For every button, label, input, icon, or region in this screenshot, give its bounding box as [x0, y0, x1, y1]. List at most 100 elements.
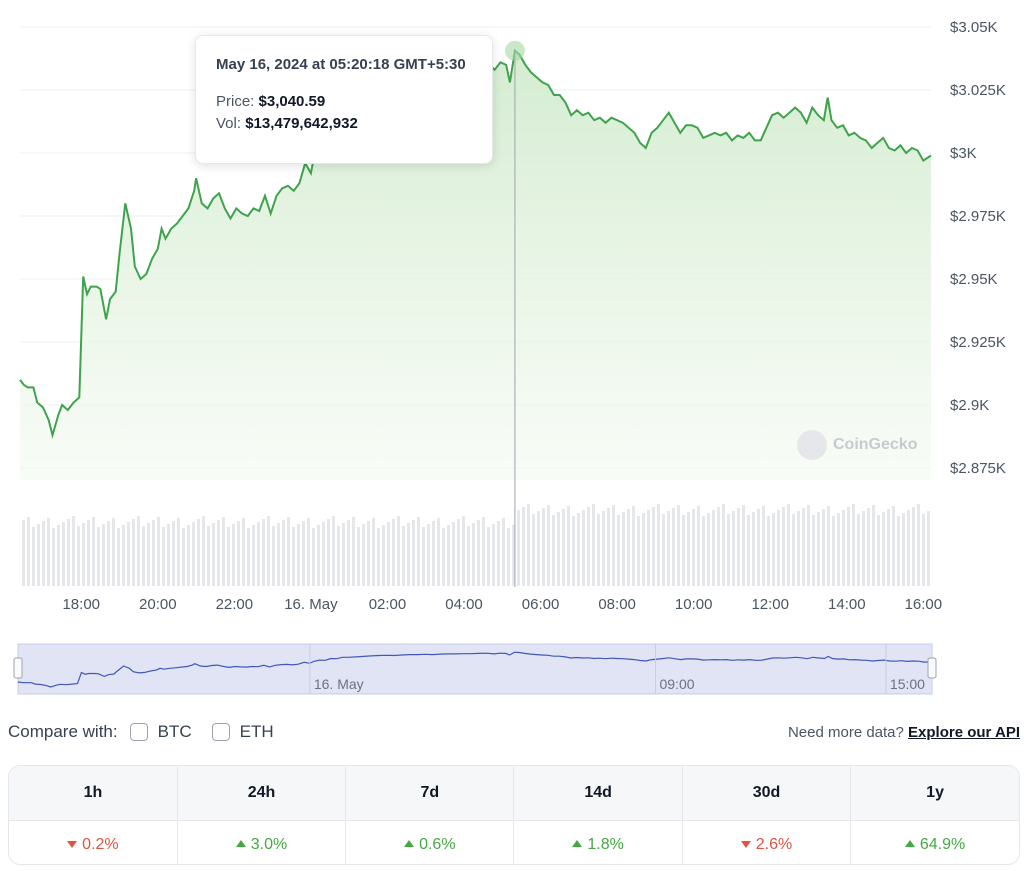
volume-bar [657, 504, 660, 586]
explore-api-link[interactable]: Explore our API [908, 724, 1020, 741]
volume-bar [552, 515, 555, 586]
caret-up-icon [904, 840, 915, 847]
volume-bar [157, 517, 160, 586]
navigator-handle-left[interactable] [13, 657, 23, 679]
navigator-window[interactable] [17, 643, 933, 695]
volume-bar [177, 518, 180, 586]
eth-checkbox[interactable] [211, 723, 230, 741]
volume-bar [822, 509, 825, 586]
y-tick-label: $2.9K [950, 397, 989, 414]
volume-bar [407, 523, 410, 586]
volume-bar [742, 505, 745, 586]
volume-bar [197, 519, 200, 586]
volume-bar [642, 513, 645, 586]
volume-bar [612, 505, 615, 586]
x-tick-label: 14:00 [828, 596, 866, 613]
header-7d: 7d [345, 766, 515, 821]
btc-checkbox[interactable] [129, 723, 148, 741]
volume-bar [882, 512, 885, 586]
volume-bar [617, 515, 620, 586]
volume-bar [292, 527, 295, 586]
y-tick-label: $2.875K [950, 460, 1006, 477]
volume-bar [587, 507, 590, 586]
volume-bar [107, 521, 110, 586]
volume-bar [42, 521, 45, 586]
volume-bar [792, 514, 795, 586]
volume-bar [307, 518, 310, 586]
volume-bar [797, 511, 800, 586]
volume-bar [72, 516, 75, 586]
x-tick-label: 10:00 [675, 596, 713, 613]
perf-value-24h: 3.0% [177, 820, 347, 864]
volume-bars [22, 504, 930, 586]
volume-bar [247, 528, 250, 586]
range-navigator[interactable]: 16. May 09:00 15:00 [13, 643, 937, 695]
volume-bar [802, 508, 805, 586]
volume-bar [732, 511, 735, 586]
volume-bar [287, 517, 290, 586]
compare-btc[interactable]: BTC [129, 722, 192, 742]
volume-bar [782, 507, 785, 586]
volume-bar [332, 516, 335, 586]
volume-bar [762, 506, 765, 586]
volume-bar [807, 505, 810, 586]
volume-bar [297, 524, 300, 586]
tooltip-vol-value: $13,479,642,932 [245, 115, 358, 132]
volume-bar [912, 507, 915, 586]
volume-bar [62, 522, 65, 586]
compare-eth[interactable]: ETH [211, 722, 274, 742]
navigator-label: 09:00 [659, 676, 694, 692]
header-1y: 1y [850, 766, 1019, 821]
volume-bar [237, 521, 240, 586]
gecko-logo-icon [797, 430, 827, 460]
volume-bar [507, 528, 510, 586]
volume-bar [132, 519, 135, 586]
highlight-point [504, 40, 525, 61]
volume-bar [527, 504, 530, 586]
caret-up-icon [572, 840, 583, 847]
volume-bar [562, 509, 565, 586]
volume-bar [757, 509, 760, 586]
volume-bar [227, 527, 230, 586]
volume-bar [402, 526, 405, 586]
volume-bar [47, 518, 50, 586]
volume-bar [852, 504, 855, 586]
volume-bar [272, 526, 275, 586]
x-tick-label: 08:00 [598, 596, 636, 613]
volume-bar [767, 516, 770, 586]
volume-bar [22, 520, 25, 586]
volume-bar [392, 519, 395, 586]
volume-bar [112, 518, 115, 586]
volume-bar [487, 527, 490, 586]
price-chart[interactable]: $3.05K $3.025K $3K $2.975K $2.95K $2.925K $2.9… [0, 0, 1024, 710]
volume-bar [632, 506, 635, 586]
x-tick-label: 06:00 [522, 596, 560, 613]
volume-bar [512, 525, 515, 586]
volume-bar [687, 512, 690, 586]
perf-value-text: 3.0% [250, 836, 288, 853]
volume-bar [222, 517, 225, 586]
y-tick-label: $2.975K [950, 208, 1006, 225]
volume-bar [717, 507, 720, 586]
y-tick-label: $3.05K [950, 19, 998, 36]
btc-label: BTC [157, 722, 192, 741]
volume-bar [147, 523, 150, 586]
volume-bar [242, 518, 245, 586]
volume-bar [517, 510, 520, 586]
volume-bar [677, 505, 680, 586]
volume-bar [137, 516, 140, 586]
x-tick-label: 22:00 [216, 596, 254, 613]
volume-bar [457, 519, 460, 586]
volume-bar [97, 527, 100, 586]
volume-bar [232, 524, 235, 586]
volume-bar [577, 513, 580, 586]
volume-bar [827, 506, 830, 586]
perf-value-text: 1.8% [587, 836, 624, 853]
volume-bar [127, 522, 130, 586]
navigator-handle-right[interactable] [927, 657, 937, 679]
volume-bar [92, 517, 95, 586]
volume-bar [847, 507, 850, 586]
volume-bar [702, 516, 705, 586]
volume-bar [317, 525, 320, 586]
volume-bar [917, 504, 920, 586]
